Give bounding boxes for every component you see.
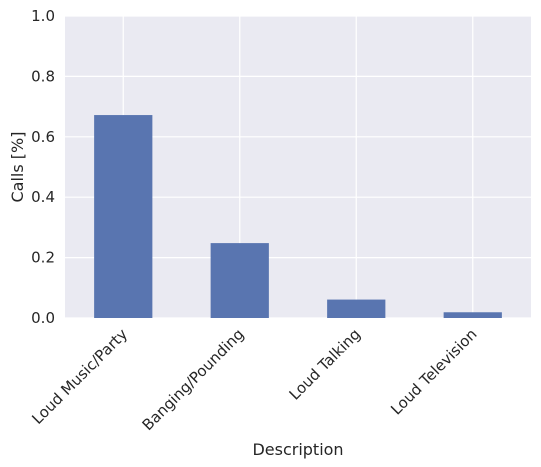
y-tick-labels: 0.0 0.2 0.4 0.6 0.8 1.0 — [31, 7, 55, 327]
bar-3 — [443, 312, 502, 318]
y-tick-label-0: 0.0 — [31, 309, 55, 327]
y-tick-label-3: 0.6 — [31, 128, 55, 146]
y-tick-label-5: 1.0 — [31, 7, 55, 25]
bar-0 — [94, 115, 153, 318]
bar-2 — [327, 299, 386, 318]
bars — [94, 115, 502, 318]
x-tick-labels: Loud Music/Party Banging/Pounding Loud Tal… — [28, 325, 480, 434]
x-tick-label-2: Loud Talking — [286, 325, 364, 403]
y-axis-label: Calls [%] — [8, 132, 27, 203]
x-tick-label-1: Banging/Pounding — [139, 325, 248, 434]
x-tick-label-0: Loud Music/Party — [28, 325, 131, 428]
y-tick-label-1: 0.2 — [31, 249, 55, 267]
y-tick-label-4: 0.8 — [31, 67, 55, 85]
x-axis-label: Description — [252, 440, 343, 459]
bar-1 — [210, 243, 269, 318]
x-tick-label-3: Loud Television — [387, 325, 480, 418]
y-tick-label-2: 0.4 — [31, 188, 55, 206]
